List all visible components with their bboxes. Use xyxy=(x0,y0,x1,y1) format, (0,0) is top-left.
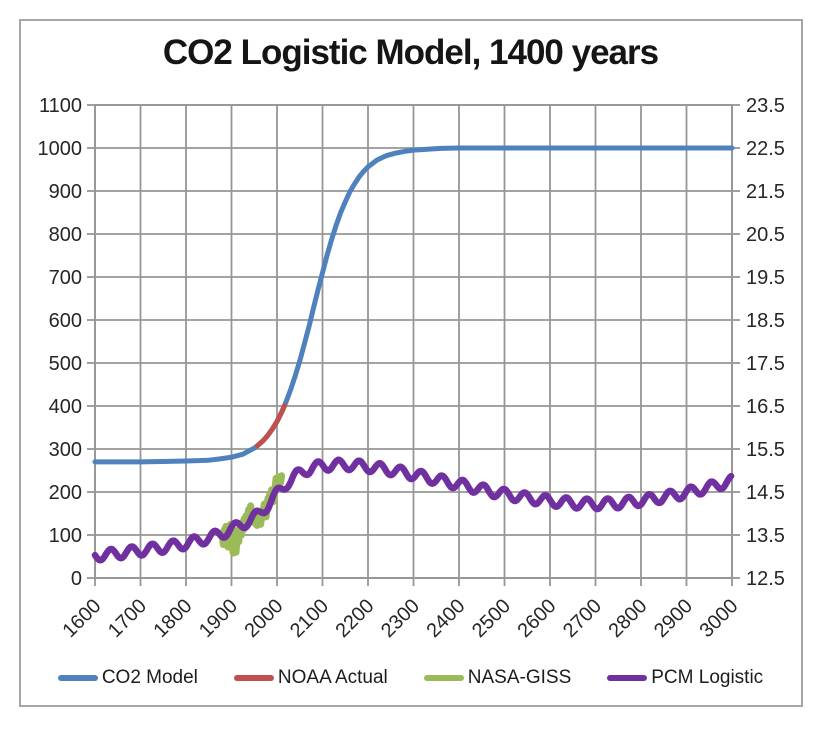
y-axis-right-tick-label: 12.5 xyxy=(746,568,785,590)
y-axis-right-tick-label: 16.5 xyxy=(746,396,785,418)
legend-swatch-icon xyxy=(423,675,464,681)
y-axis-right-tick-label: 20.5 xyxy=(746,224,785,246)
legend-label: NOAA Actual xyxy=(277,667,388,688)
y-axis-right-labels: 12.5 13.5 14.5 15.5 16.5 17.5 18.5 19.5 20.5 21.5… xyxy=(746,95,785,590)
x-axis-tick-label: 2300 xyxy=(377,595,424,642)
x-axis-tick-label: 2000 xyxy=(241,595,288,642)
y-axis-right-tick-label: 17.5 xyxy=(746,353,785,375)
y-axis-left-tick-label: 0 xyxy=(71,568,82,590)
grid xyxy=(87,104,740,586)
y-axis-right-tick-label: 15.5 xyxy=(746,439,785,461)
legend-label: PCM Logistic xyxy=(651,667,764,688)
x-axis-tick-label: 2700 xyxy=(559,595,606,642)
series-noaa-actual xyxy=(254,403,288,449)
y-axis-right-tick-label: 18.5 xyxy=(746,310,785,332)
y-axis-right-tick-label: 13.5 xyxy=(746,525,785,547)
legend-item-noaa-actual: NOAA Actual xyxy=(233,667,388,689)
x-axis-tick-label: 1800 xyxy=(150,595,197,642)
x-axis-tick-label: 2800 xyxy=(605,595,652,642)
y-axis-right-tick-label: 19.5 xyxy=(746,267,785,289)
y-axis-right-tick-label: 14.5 xyxy=(746,482,785,504)
legend: CO2 Model NOAA Actual NASA-GISS PCM Logisti… xyxy=(0,659,821,697)
chart-title: CO2 Logistic Model, 1400 years xyxy=(162,33,659,72)
series-co2-model xyxy=(92,145,735,465)
legend-label: CO2 Model xyxy=(101,667,198,688)
y-axis-left-labels: 0 100 200 300 400 500 600 700 800 900 1000 1100 xyxy=(38,95,83,590)
y-axis-left-tick-label: 200 xyxy=(49,482,82,504)
x-axis-tick-label: 2900 xyxy=(650,595,697,642)
y-axis-left-tick-label: 100 xyxy=(49,525,82,547)
x-axis-tick-label: 1700 xyxy=(104,595,151,642)
x-axis-labels: 1600170018001900200021002200230024002500… xyxy=(59,595,743,642)
x-axis-tick-label: 3000 xyxy=(696,595,743,642)
y-axis-left-tick-label: 800 xyxy=(49,224,82,246)
y-axis-right-tick-label: 23.5 xyxy=(746,95,785,117)
legend-item-pcm-logistic: PCM Logistic xyxy=(607,667,763,689)
x-axis-tick-label: 1600 xyxy=(59,595,106,642)
y-axis-left-tick-label: 500 xyxy=(49,353,82,375)
x-axis-tick-label: 1900 xyxy=(195,595,242,642)
y-axis-left-tick-label: 400 xyxy=(49,396,82,418)
x-axis-tick-label: 2400 xyxy=(423,595,470,642)
y-axis-left-tick-label: 900 xyxy=(49,181,82,203)
legend-swatch-icon xyxy=(607,675,648,681)
y-axis-left-tick-label: 300 xyxy=(49,439,82,461)
x-axis-tick-label: 2200 xyxy=(332,595,379,642)
legend-swatch-icon xyxy=(233,675,274,681)
y-axis-left-tick-label: 1100 xyxy=(39,95,82,117)
series-pcm-logistic xyxy=(91,456,735,564)
legend-item-co2-model: CO2 Model xyxy=(57,667,198,689)
y-axis-left-tick-label: 700 xyxy=(49,267,82,289)
legend-item-nasa-giss: NASA-GISS xyxy=(423,667,572,689)
legend-swatch-icon xyxy=(57,675,98,681)
y-axis-left-tick-label: 600 xyxy=(49,310,82,332)
y-axis-right-tick-label: 22.5 xyxy=(746,138,785,160)
x-axis-tick-label: 2500 xyxy=(468,595,515,642)
y-axis-left-tick-label: 1000 xyxy=(38,138,83,160)
legend-label: NASA-GISS xyxy=(467,667,572,688)
y-axis-right-tick-label: 21.5 xyxy=(746,181,785,203)
x-axis-tick-label: 2600 xyxy=(514,595,561,642)
x-axis-tick-label: 2100 xyxy=(286,595,333,642)
